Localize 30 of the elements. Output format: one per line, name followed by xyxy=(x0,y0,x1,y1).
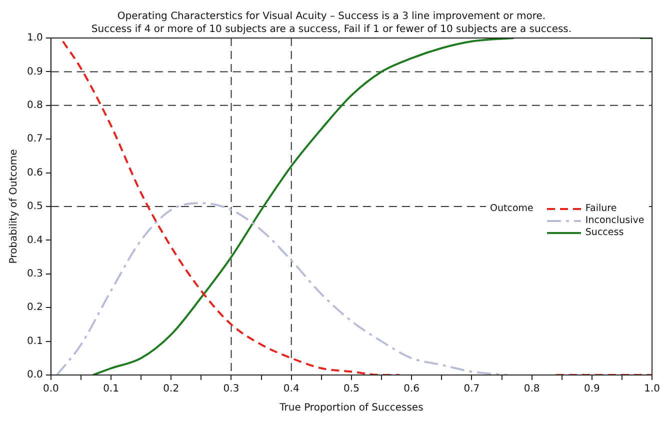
legend-label: Failure xyxy=(585,203,617,214)
y-tick-label: 0.7 xyxy=(26,134,43,145)
x-tick-label: 0.1 xyxy=(103,384,119,395)
x-tick-label: 0.0 xyxy=(42,384,59,395)
x-tick-label: 0.2 xyxy=(163,384,180,395)
y-tick-label: 0.0 xyxy=(26,370,43,381)
y-tick-label: 0.6 xyxy=(26,167,43,178)
y-axis-title: Probability of Outcome xyxy=(8,149,20,264)
y-tick-label: 0.8 xyxy=(26,100,43,111)
x-tick-label: 1.0 xyxy=(644,384,660,395)
chart-subtitle: Success if 4 or more of 10 subjects are a success, Fail if 1 or fewer of 10 subjects are a success. xyxy=(91,24,572,35)
y-tick-label: 0.9 xyxy=(26,66,43,78)
x-tick-label: 0.3 xyxy=(223,384,240,395)
x-axis-title: True Proportion of Successes xyxy=(278,402,424,414)
y-tick-label: 0.3 xyxy=(26,268,43,280)
x-tick-label: 0.7 xyxy=(464,384,480,395)
y-tick-label: 0.1 xyxy=(26,336,43,347)
y-tick-label: 0.4 xyxy=(26,234,43,246)
chart-title: Operating Characterstics for Visual Acuity – Success is a 3 line improvement or more. xyxy=(116,10,547,23)
y-tick-label: 0.2 xyxy=(26,302,43,314)
legend-title: Outcome xyxy=(490,202,534,216)
x-tick-label: 0.8 xyxy=(524,384,540,395)
legend-label: Inconclusive xyxy=(585,215,644,226)
x-tick-label: 0.9 xyxy=(584,384,600,395)
x-tick-label: 0.6 xyxy=(404,384,420,395)
x-tick-label: 0.4 xyxy=(283,384,300,395)
y-tick-label: 1.0 xyxy=(26,32,43,44)
x-tick-label: 0.5 xyxy=(344,384,360,395)
legend-label: Success xyxy=(585,227,624,238)
y-tick-label: 0.5 xyxy=(26,201,43,212)
